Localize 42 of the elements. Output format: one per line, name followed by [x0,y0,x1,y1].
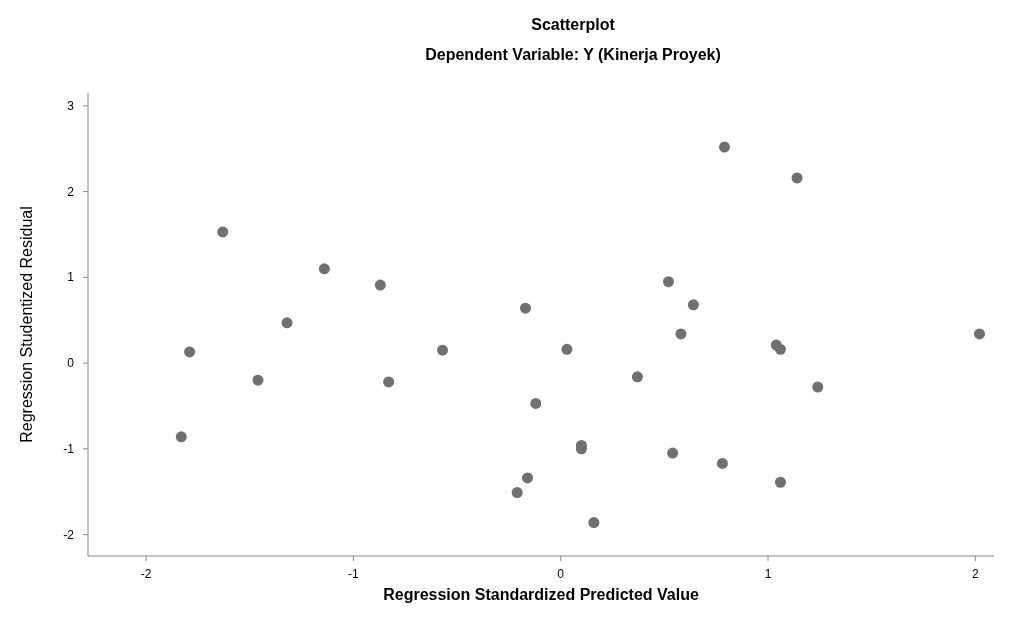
point [383,376,395,388]
point [530,397,542,409]
point [374,279,386,291]
chart-title: Scatterplot [531,16,616,33]
y-tick-label: 2 [67,184,75,199]
y-tick-label: 0 [67,356,75,371]
point [561,343,573,355]
y-axis-title: Regression Studentized Residual [18,206,35,443]
point [217,226,229,238]
point [281,317,293,329]
x-tick-label: 1 [764,567,772,581]
point [252,374,264,386]
y-tick-label: -2 [63,527,75,542]
x-axis-title: Regression Standardized Predicted Value [383,586,699,603]
point [631,371,643,383]
point [675,328,687,340]
point [774,476,786,488]
point [718,141,730,153]
point [667,447,679,459]
point [437,344,449,356]
point [791,172,803,184]
point [812,381,824,393]
y-tick-label: 1 [67,270,75,285]
point [184,346,196,358]
point [511,487,523,499]
point [774,343,786,355]
point [716,457,728,469]
point [519,302,531,314]
y-tick-label: 3 [67,98,75,113]
y-tick-label: -1 [63,441,75,456]
x-tick-label: 2 [972,567,979,581]
x-tick-label: 0 [557,567,565,581]
point [175,431,187,443]
x-tick-label: -1 [348,567,360,581]
point [522,472,534,484]
point [687,299,699,311]
point [588,517,600,529]
chart-subtitle: Dependent Variable: Y (Kinerja Proyek) [425,46,721,63]
point [318,263,330,275]
point [663,276,674,288]
point [973,328,985,340]
x-tick-label: -2 [140,567,152,581]
